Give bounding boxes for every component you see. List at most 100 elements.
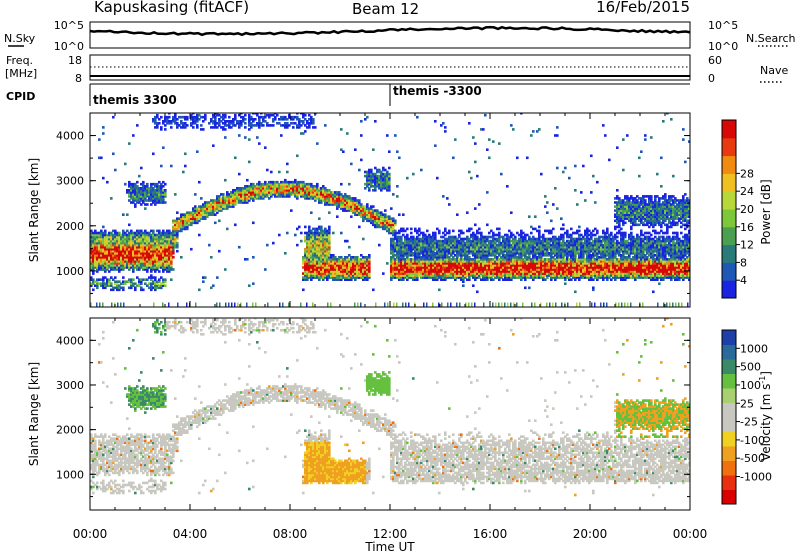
power-cell: [154, 199, 157, 202]
power-cell: [342, 258, 345, 261]
power-cell: [464, 272, 467, 275]
power-cell: [170, 245, 173, 249]
power-cell: [220, 209, 223, 212]
power-cell: [196, 124, 199, 127]
power-cell: [302, 278, 305, 281]
power-cell: [396, 235, 399, 239]
power-cell: [410, 254, 413, 257]
power-cell: [476, 262, 479, 265]
power-cell: [488, 156, 491, 160]
power-cell: [496, 243, 499, 247]
power-cell: [314, 231, 317, 235]
power-cell: [480, 249, 483, 253]
power-cell: [386, 187, 389, 190]
power-cell: [360, 203, 363, 206]
power-cell: [352, 201, 355, 204]
power-cell: [400, 268, 403, 271]
power-cell: [134, 286, 137, 290]
power-cell: [394, 231, 397, 235]
power-cell: [450, 276, 453, 279]
power-cell: [318, 217, 321, 220]
power-cell: [366, 274, 369, 277]
power-cell: [90, 262, 93, 265]
power-cell: [538, 274, 541, 277]
power-cell: [418, 256, 421, 259]
power-cell: [416, 258, 419, 261]
power-cell: [162, 260, 165, 263]
power-cell: [106, 239, 109, 243]
power-cell: [288, 185, 291, 188]
power-cell: [156, 199, 159, 202]
power-cell: [368, 174, 371, 178]
power-cell: [304, 276, 307, 279]
power-cell: [392, 225, 395, 229]
power-cell: [110, 241, 113, 245]
power-cell: [156, 256, 159, 259]
power-cell: [518, 252, 521, 255]
power-cell: [416, 239, 419, 243]
power-cell: [376, 219, 379, 223]
power-cell: [342, 207, 345, 210]
power-cell: [374, 187, 377, 190]
power-cell: [506, 274, 509, 277]
power-cell: [404, 268, 407, 271]
power-cell: [270, 187, 273, 190]
power-cell: [100, 278, 103, 281]
power-cell: [476, 274, 479, 277]
power-cell: [158, 243, 161, 247]
power-cell: [462, 272, 465, 275]
power-cell: [192, 118, 195, 121]
power-cell: [194, 213, 197, 216]
power-cell: [476, 241, 479, 245]
power-cell: [108, 237, 111, 241]
power-cell: [152, 266, 155, 269]
power-cell: [380, 187, 383, 190]
power-cell: [474, 278, 477, 281]
power-cell: [550, 272, 553, 275]
power-cell: [160, 233, 163, 237]
power-cell: [174, 193, 177, 196]
power-cell: [544, 264, 547, 267]
power-cell: [132, 264, 135, 267]
power-cell: [198, 180, 201, 184]
power-cell: [114, 254, 117, 257]
power-cell: [540, 254, 543, 257]
power-cell: [544, 249, 547, 253]
power-cell: [330, 258, 333, 261]
power-cell: [464, 262, 467, 265]
power-cell: [318, 276, 321, 279]
power-cell: [132, 247, 135, 251]
power-cell: [160, 201, 163, 204]
power-cell: [128, 256, 131, 259]
power-cell: [366, 115, 369, 119]
power-cell: [130, 185, 133, 188]
power-cell: [176, 221, 179, 225]
power-cell: [298, 182, 301, 186]
power-cell: [228, 124, 231, 127]
power-cell: [508, 274, 511, 277]
power-cell: [128, 199, 131, 202]
power-cell: [398, 260, 401, 263]
power-cell: [160, 185, 163, 188]
power-cell: [242, 191, 245, 194]
power-cell: [458, 245, 461, 249]
power-cell: [142, 258, 145, 261]
power-cell: [150, 282, 153, 285]
power-cell: [98, 260, 101, 263]
power-cell: [374, 172, 377, 176]
power-cell: [170, 237, 173, 241]
power-cell: [322, 260, 325, 263]
power-cell: [142, 180, 145, 184]
power-cell: [164, 120, 167, 123]
power-cell: [278, 118, 281, 121]
power-cell: [98, 249, 101, 253]
power-cell: [382, 176, 385, 180]
power-cell: [332, 270, 335, 273]
power-cell: [238, 187, 241, 190]
power-cell: [158, 280, 161, 283]
power-cell: [526, 245, 529, 249]
power-cell: [402, 270, 405, 273]
power-cell: [154, 254, 157, 257]
power-cell: [480, 266, 483, 269]
power-cell: [122, 239, 125, 243]
